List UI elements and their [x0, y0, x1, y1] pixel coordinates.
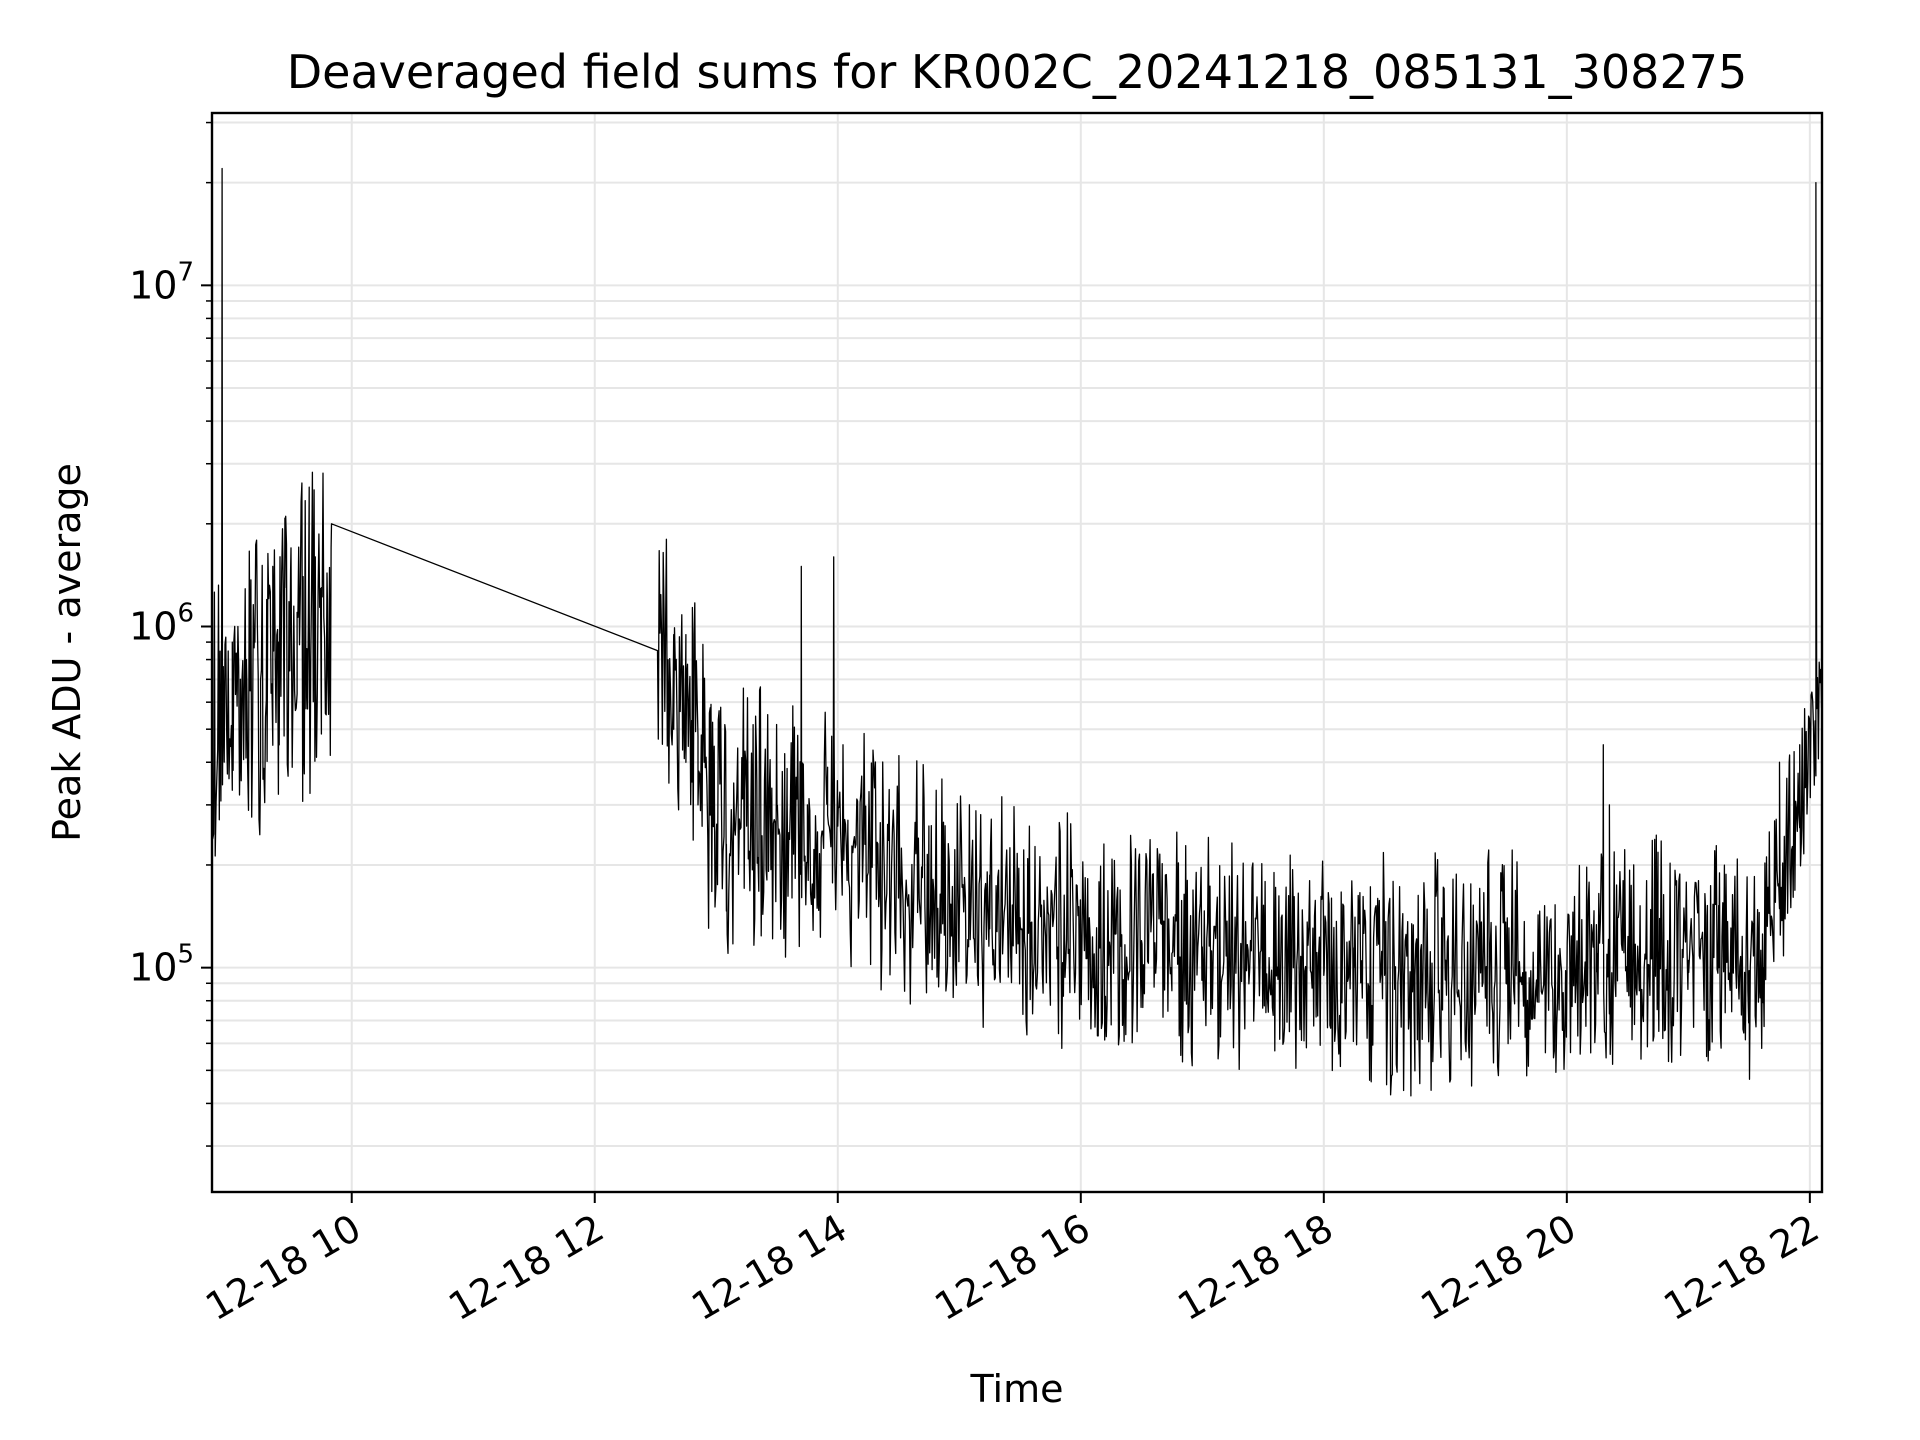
plot-frame	[210, 111, 1824, 1194]
y-tick-label: 106	[129, 598, 194, 648]
chart-title: Deaveraged field sums for KR002C_2024121…	[287, 45, 1748, 99]
y-tick-label-base: 10	[129, 604, 177, 648]
x-axis-label: Time	[970, 1367, 1064, 1411]
y-tick-label: 107	[129, 257, 194, 307]
y-tick-label: 105	[129, 940, 194, 990]
y-tick-label-exponent: 6	[177, 598, 194, 628]
y-tick-label-base: 10	[129, 263, 177, 307]
y-axis-label: Peak ADU - average	[45, 463, 89, 842]
y-tick-label-exponent: 7	[177, 257, 194, 287]
series-line-peak-adu	[211, 167, 1823, 1097]
y-tick-label-exponent: 5	[177, 940, 194, 970]
y-tick-label-base: 10	[129, 946, 177, 990]
